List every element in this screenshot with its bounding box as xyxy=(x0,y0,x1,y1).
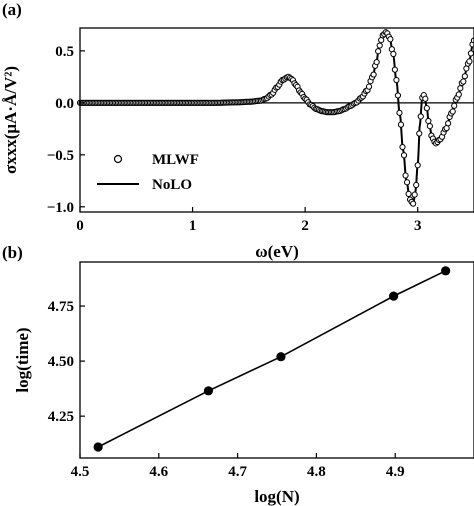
panel-a-frame xyxy=(79,27,474,213)
series-nolo-line xyxy=(80,31,474,206)
panel-a-plot-area xyxy=(76,29,474,207)
mlwf-point xyxy=(413,181,420,189)
mlwf-point xyxy=(375,48,382,55)
panel-b-point xyxy=(441,266,451,276)
panel-a-x-axis-label: ω(eV) xyxy=(255,242,299,261)
mlwf-point xyxy=(455,91,462,98)
mlwf-point xyxy=(461,73,468,80)
mlwf-point xyxy=(414,162,421,169)
panel-a-legend: MLWF NoLO xyxy=(97,152,199,193)
panel-a-x-tick-label: 2 xyxy=(301,218,309,234)
panel-b-x-ticks: 4.5 4.6 4.7 4.8 4.9 xyxy=(71,453,405,480)
legend-nolo-label: NoLO xyxy=(152,177,192,193)
mlwf-point xyxy=(390,50,397,58)
mlwf-point xyxy=(466,58,473,65)
mlwf-point xyxy=(396,109,403,116)
panel-a-label: (a) xyxy=(2,0,22,19)
panel-a-y-tick-label: −1.0 xyxy=(47,200,74,216)
panel-a-y-tick-label: 0.5 xyxy=(55,44,74,60)
panel-a-x-tick-label: 1 xyxy=(189,218,197,234)
mlwf-point xyxy=(449,108,456,115)
panel-b-plot-area xyxy=(93,266,451,452)
mlwf-point xyxy=(425,117,432,125)
mlwf-point xyxy=(445,120,452,127)
panel-a-y-ticks: −1.0 −0.5 0.0 0.5 xyxy=(47,44,85,216)
mlwf-point xyxy=(422,95,429,102)
series-mlwf-markers xyxy=(76,29,474,207)
mlwf-point xyxy=(417,113,424,120)
mlwf-point xyxy=(405,190,412,197)
mlwf-point xyxy=(423,105,430,112)
panel-b-y-tick-label: 4.75 xyxy=(48,299,74,315)
mlwf-point xyxy=(370,71,377,78)
mlwf-point xyxy=(426,123,433,130)
mlwf-point xyxy=(451,102,458,109)
panel-b-y-tick-label: 4.25 xyxy=(48,409,74,425)
mlwf-point xyxy=(460,78,467,85)
panel-b-x-tick-label: 4.7 xyxy=(228,464,247,480)
mlwf-point xyxy=(397,121,405,128)
panel-b-x-tick-label: 4.8 xyxy=(307,464,326,480)
panel-a-x-tick-label: 3 xyxy=(414,218,422,234)
panel-a-y-tick-label: −0.5 xyxy=(47,148,74,164)
panel-b-x-tick-label: 4.5 xyxy=(71,464,90,480)
mlwf-point xyxy=(373,59,380,66)
mlwf-point xyxy=(400,152,408,159)
panel-b-x-tick-label: 4.9 xyxy=(386,464,405,480)
panel-a-y-axis-label: σxxx(μA·Å/V²) xyxy=(1,66,20,174)
mlwf-point xyxy=(399,143,406,151)
mlwf-point xyxy=(410,200,417,207)
panel-a: (a) 0 1 2 3 −1.0 −0.5 0.0 0.5 ω(eV) σxxx(μA·Å/… xyxy=(1,0,474,261)
panel-b-point xyxy=(389,291,399,301)
mlwf-point xyxy=(457,85,464,92)
panel-b: (b) 4.5 4.6 4.7 4.8 4.9 4.254.504.75 log(N) … xyxy=(2,243,474,506)
mlwf-point xyxy=(387,36,394,43)
panel-b-point xyxy=(203,386,214,396)
panel-b-point xyxy=(276,352,286,362)
panel-a-x-ticks: 0 1 2 3 xyxy=(76,207,421,234)
mlwf-point xyxy=(416,130,423,137)
mlwf-point xyxy=(394,92,402,99)
panel-b-frame xyxy=(79,261,474,459)
mlwf-point xyxy=(376,42,383,49)
panel-b-x-tick-label: 4.6 xyxy=(149,464,168,480)
mlwf-point xyxy=(411,191,418,198)
mlwf-point xyxy=(391,66,398,73)
mlwf-point xyxy=(393,76,400,84)
panel-b-point xyxy=(93,442,103,452)
panel-a-x-tick-label: 0 xyxy=(76,218,84,234)
panel-b-y-axis-label: log(time) xyxy=(13,327,32,392)
mlwf-point xyxy=(365,83,373,90)
panel-b-x-axis-label: log(N) xyxy=(254,487,299,506)
panel-b-y-ticks: 4.25 4.50 4.75 xyxy=(48,299,85,425)
mlwf-point xyxy=(467,50,474,57)
legend-mlwf-marker xyxy=(113,154,123,164)
legend-mlwf-label: MLWF xyxy=(152,152,199,168)
mlwf-point xyxy=(402,172,409,179)
panel-b-label: (b) xyxy=(2,243,23,262)
panel-a-y-tick-label: 0.0 xyxy=(55,96,74,112)
mlwf-point xyxy=(403,179,411,186)
panel-b-y-tick-label: 4.50 xyxy=(48,354,74,370)
